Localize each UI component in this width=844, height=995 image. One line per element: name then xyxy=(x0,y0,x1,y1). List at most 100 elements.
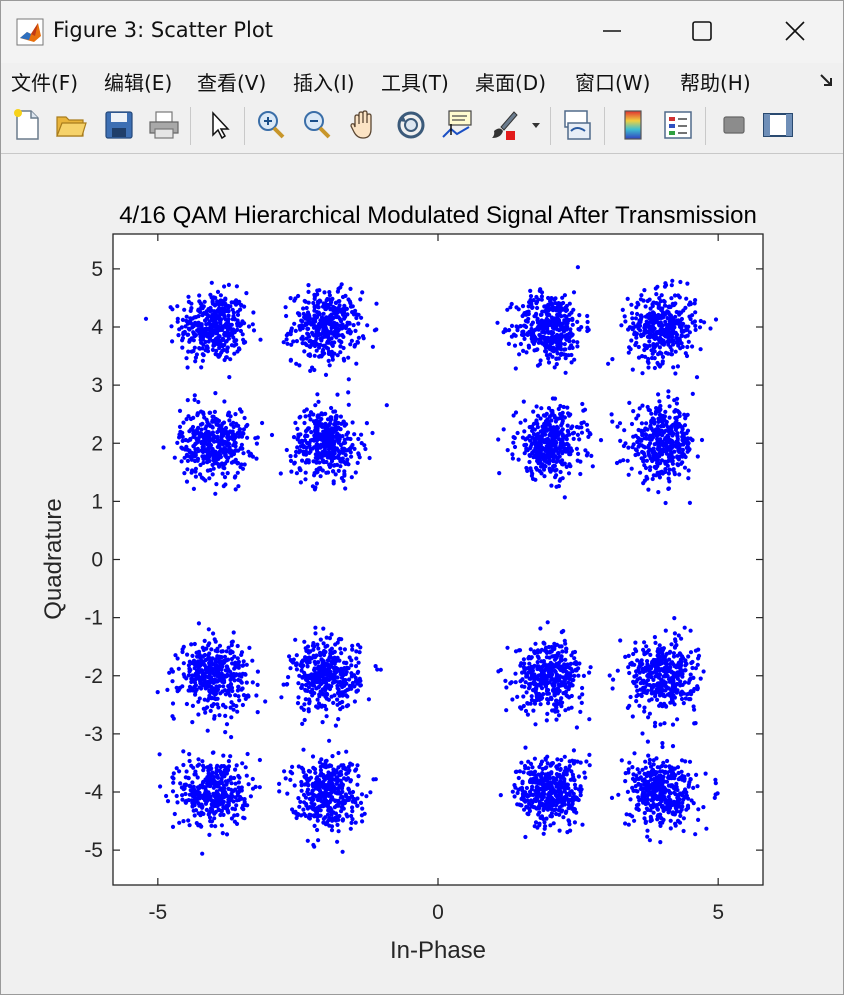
dock-arrow-icon[interactable] xyxy=(818,71,836,89)
pan-hand-icon[interactable] xyxy=(346,107,382,143)
scatter-point xyxy=(241,663,246,668)
zoom-in-icon[interactable] xyxy=(253,107,289,143)
scatter-point xyxy=(663,500,668,506)
scatter-point xyxy=(296,432,301,437)
menu-view[interactable]: 查看(V) xyxy=(197,71,267,95)
scatter-point xyxy=(546,697,551,702)
scatter-point xyxy=(223,321,229,327)
scatter-point xyxy=(196,425,201,430)
scatter-point xyxy=(634,679,639,684)
scatter-point xyxy=(660,661,665,666)
scatter-point xyxy=(182,471,187,476)
scatter-point xyxy=(534,301,539,306)
brush-dropdown-icon[interactable] xyxy=(528,107,544,143)
scatter-point xyxy=(230,433,235,439)
scatter-point xyxy=(344,681,349,686)
scatter-point xyxy=(642,705,647,710)
colorbar-icon[interactable] xyxy=(615,107,651,143)
close-button[interactable] xyxy=(772,11,818,51)
scatter-point xyxy=(239,442,244,447)
scatter-point xyxy=(648,332,653,337)
scatter-point xyxy=(645,314,650,319)
scatter-point xyxy=(320,651,325,656)
hide-plot-tools-icon[interactable] xyxy=(716,107,752,143)
scatter-point xyxy=(555,686,561,691)
scatter-point xyxy=(298,480,303,485)
scatter-point xyxy=(177,424,183,429)
brush-icon[interactable] xyxy=(486,107,522,143)
menu-help[interactable]: 帮助(H) xyxy=(680,71,751,95)
scatter-plot[interactable]: 4/16 QAM Hierarchical Modulated Signal A… xyxy=(1,154,843,994)
scatter-point xyxy=(335,437,340,442)
scatter-point xyxy=(674,418,679,423)
scatter-point xyxy=(557,310,562,315)
scatter-point xyxy=(330,324,335,329)
scatter-point xyxy=(658,320,663,325)
scatter-point xyxy=(635,658,640,663)
menu-edit[interactable]: 编辑(E) xyxy=(104,71,173,95)
scatter-point xyxy=(313,403,318,408)
scatter-point xyxy=(652,635,658,640)
scatter-point xyxy=(653,343,658,348)
minimize-button[interactable] xyxy=(589,11,635,51)
toolbar-separator xyxy=(244,107,245,145)
print-icon[interactable] xyxy=(146,107,182,143)
scatter-point xyxy=(516,648,522,653)
save-icon[interactable] xyxy=(101,107,137,143)
scatter-point xyxy=(300,334,305,339)
rotate-3d-icon[interactable] xyxy=(393,107,429,143)
scatter-point xyxy=(627,670,632,676)
link-plot-icon[interactable] xyxy=(559,107,595,143)
scatter-point xyxy=(303,477,308,482)
maximize-button[interactable] xyxy=(679,11,725,51)
scatter-point xyxy=(649,697,654,702)
scatter-point xyxy=(543,413,548,418)
new-figure-icon[interactable] xyxy=(9,107,45,143)
scatter-point xyxy=(681,321,686,326)
scatter-point xyxy=(518,420,523,425)
scatter-point xyxy=(243,340,248,345)
scatter-point xyxy=(657,687,662,692)
zoom-out-icon[interactable] xyxy=(299,107,335,143)
scatter-point xyxy=(235,327,240,332)
pointer-icon[interactable] xyxy=(201,107,237,143)
scatter-point xyxy=(543,455,548,460)
scatter-point xyxy=(218,462,223,467)
scatter-point xyxy=(180,338,185,343)
scatter-point xyxy=(207,673,212,678)
menu-file[interactable]: 文件(F) xyxy=(11,71,79,95)
scatter-point xyxy=(186,332,191,337)
show-plot-tools-icon[interactable] xyxy=(760,107,796,143)
menu-insert[interactable]: 插入(I) xyxy=(293,71,355,95)
legend-icon[interactable] xyxy=(660,107,696,143)
menu-desktop[interactable]: 桌面(D) xyxy=(475,71,547,95)
scatter-point xyxy=(666,486,672,491)
open-file-icon[interactable] xyxy=(53,107,89,143)
scatter-point xyxy=(526,686,532,691)
scatter-point xyxy=(544,459,549,464)
scatter-point xyxy=(315,392,320,397)
scatter-point xyxy=(316,646,321,651)
menu-window[interactable]: 窗口(W) xyxy=(575,71,651,95)
scatter-point xyxy=(663,281,668,286)
scatter-point xyxy=(225,346,230,351)
scatter-point xyxy=(306,680,311,686)
scatter-point xyxy=(357,455,362,460)
scatter-point xyxy=(306,460,311,465)
data-cursor-icon[interactable] xyxy=(439,107,475,143)
scatter-point xyxy=(671,342,676,347)
scatter-point xyxy=(195,654,200,659)
scatter-point xyxy=(243,765,248,770)
scatter-point xyxy=(161,445,166,450)
scatter-point xyxy=(309,430,314,435)
menu-tools[interactable]: 工具(T) xyxy=(381,71,449,95)
scatter-point xyxy=(653,694,658,699)
scatter-point xyxy=(515,430,520,436)
scatter-point xyxy=(588,665,593,670)
scatter-point xyxy=(669,296,674,301)
scatter-point xyxy=(220,689,225,694)
scatter-point xyxy=(200,669,205,674)
scatter-point xyxy=(218,339,223,344)
scatter-point xyxy=(316,421,321,426)
scatter-point xyxy=(653,640,658,645)
